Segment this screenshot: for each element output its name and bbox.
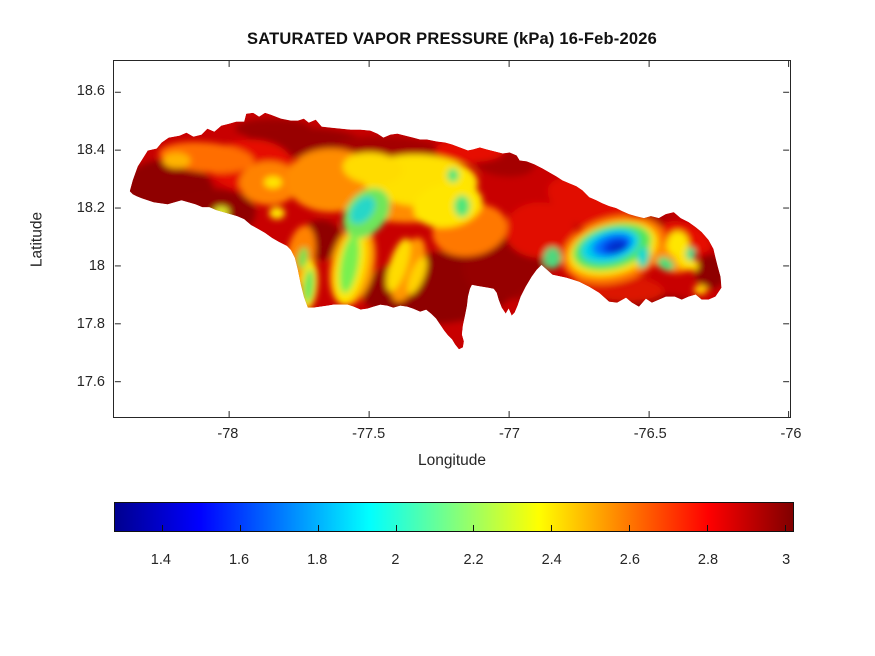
- colorbar-tick-label: 2.2: [463, 552, 484, 568]
- contour-blob: [303, 268, 314, 303]
- chart-title: SATURATED VAPOR PRESSURE (kPa) 16-Feb-20…: [247, 30, 657, 48]
- contour-blob: [504, 202, 575, 258]
- colorbar-tick-label: 2.6: [619, 552, 640, 568]
- contour-blob: [407, 257, 428, 295]
- contour-blob: [349, 196, 376, 224]
- contour-blob: [694, 254, 722, 289]
- colorbar-tick: [785, 525, 787, 531]
- contour-blob: [693, 284, 708, 295]
- x-tick-label: -76: [780, 426, 802, 442]
- contour-blob: [543, 246, 562, 269]
- plot-area: [113, 60, 791, 418]
- y-tick-label: 18.2: [76, 199, 105, 216]
- contour-blob: [657, 257, 675, 271]
- colorbar-tick-label: 2: [391, 552, 400, 568]
- y-tick-label: 17.6: [76, 374, 105, 391]
- contour-blob: [269, 207, 285, 220]
- x-axis-label: Longitude: [417, 452, 487, 469]
- contour-blob: [390, 237, 426, 302]
- colorbar: [114, 502, 794, 532]
- colorbar-tick-label: 1.4: [150, 552, 171, 568]
- colorbar-tick: [473, 525, 475, 531]
- contour-blob: [264, 176, 282, 189]
- y-tick-label: 18.4: [76, 141, 105, 158]
- contour-blob: [297, 247, 309, 269]
- y-axis-label: Latitude: [28, 211, 46, 268]
- colorbar-tick-label: 1.6: [228, 552, 250, 568]
- contour-blob: [342, 152, 403, 185]
- contour-blob: [608, 241, 626, 253]
- colorbar-tick: [317, 525, 319, 531]
- colorbar-tick: [551, 525, 553, 531]
- contour-blob: [213, 206, 230, 219]
- contour-blob: [386, 238, 411, 292]
- contour-blob: [685, 246, 696, 261]
- x-tick-label: -77: [498, 426, 520, 442]
- contour-blob: [637, 247, 646, 264]
- map-svg: [114, 61, 790, 417]
- x-tick-label: -77.5: [352, 426, 386, 442]
- colorbar-tick: [629, 525, 631, 531]
- contour-blob: [516, 288, 606, 312]
- colorbar-tick: [239, 525, 241, 531]
- contour-blob: [413, 182, 483, 228]
- y-tick-label: 17.8: [76, 316, 105, 333]
- y-tick-label: 18: [88, 258, 105, 275]
- y-tick-label: 18.6: [76, 83, 105, 100]
- colorbar-tick-label: 1.8: [307, 552, 328, 568]
- contour-blob: [666, 231, 689, 257]
- colorbar-tick: [395, 525, 397, 531]
- colorbar-tick: [161, 525, 163, 531]
- colorbar-tick-label: 2.4: [541, 552, 562, 568]
- colorbar-tick-label: 3: [782, 552, 791, 568]
- x-tick-label: -76.5: [633, 426, 667, 442]
- colorbar-tick-label: 2.8: [697, 552, 719, 568]
- contour-blob: [162, 152, 191, 169]
- colorbar-tick: [707, 525, 709, 531]
- contour-blob: [453, 195, 470, 218]
- contour-blob: [339, 234, 360, 294]
- tick-marks: [114, 61, 790, 417]
- x-tick-label: -78: [217, 426, 239, 442]
- contour-blob: [447, 168, 459, 183]
